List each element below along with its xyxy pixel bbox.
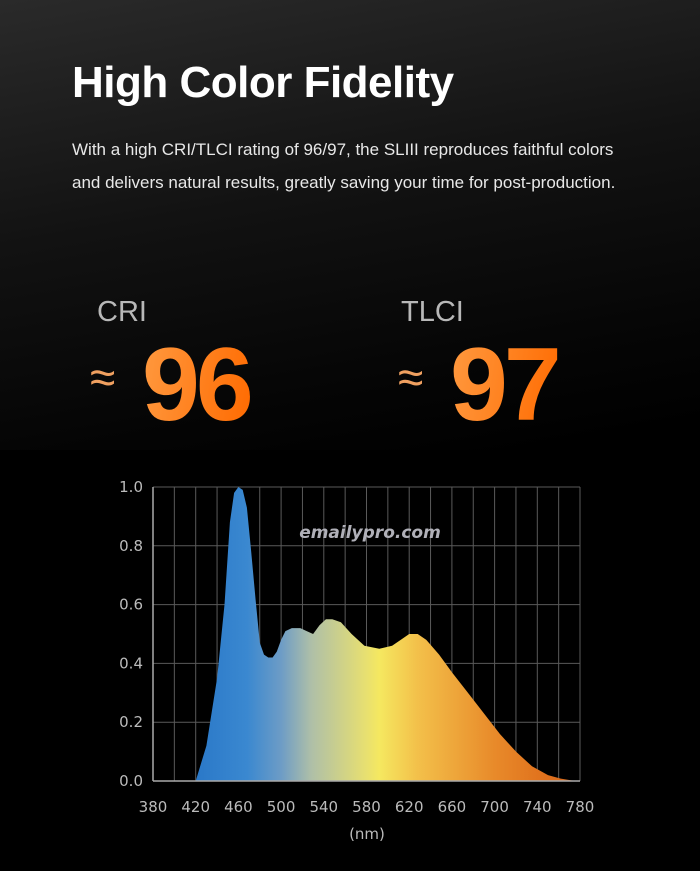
x-tick-label: 700 [480, 798, 509, 816]
y-tick-label: 1.0 [119, 478, 143, 496]
watermark: emailypro.com [299, 523, 441, 543]
x-axis-label: (nm) [349, 825, 385, 843]
x-tick-labels: 380 420 460 500 540 580 620 660 700 740 780 [139, 798, 595, 816]
y-tick-labels: 0.0 0.2 0.4 0.6 0.8 1.0 [119, 478, 143, 790]
x-tick-label: 460 [224, 798, 253, 816]
x-tick-label: 780 [566, 798, 595, 816]
tlci-value: 97 [450, 327, 562, 443]
axes [152, 487, 580, 782]
y-tick-label: 0.4 [119, 654, 143, 672]
page-title: High Color Fidelity [72, 58, 454, 107]
x-tick-label: 580 [352, 798, 381, 816]
tlci-label: TLCI [401, 296, 464, 328]
x-tick-label: 740 [523, 798, 552, 816]
spectrum-chart: 380 420 460 500 540 580 620 660 700 740 780 0.0 0.2… [119, 478, 595, 843]
approx-icon: ≈ [398, 351, 424, 403]
approx-icon: ≈ [90, 351, 116, 403]
cri-value: 96 [142, 327, 254, 443]
x-tick-label: 380 [139, 798, 168, 816]
x-tick-label: 620 [395, 798, 424, 816]
y-tick-label: 0.6 [119, 596, 143, 614]
x-tick-label: 500 [267, 798, 296, 816]
x-tick-label: 540 [309, 798, 338, 816]
y-tick-label: 0.8 [119, 537, 143, 555]
x-tick-label: 660 [438, 798, 467, 816]
description: With a high CRI/TLCI rating of 96/97, th… [72, 140, 616, 192]
x-tick-label: 420 [181, 798, 210, 816]
cri-label: CRI [97, 296, 147, 328]
y-tick-label: 0.2 [119, 713, 143, 731]
y-tick-label: 0.0 [119, 772, 143, 790]
spectrum-area [195, 487, 580, 781]
